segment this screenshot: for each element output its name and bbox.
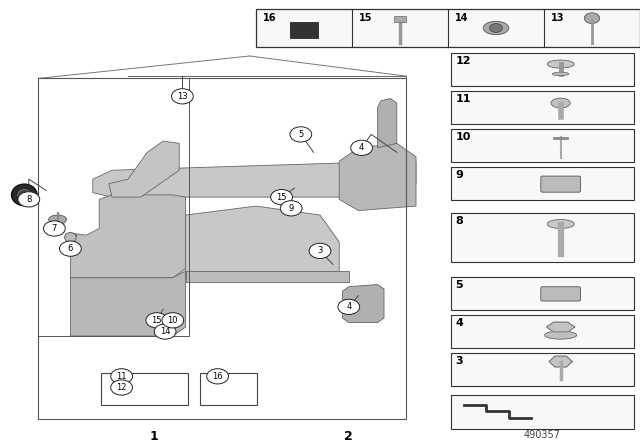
Bar: [451, 129, 634, 162]
Bar: [200, 373, 257, 405]
FancyBboxPatch shape: [541, 287, 580, 301]
FancyBboxPatch shape: [541, 176, 580, 192]
Text: 13: 13: [551, 13, 564, 22]
Text: 16: 16: [212, 372, 223, 381]
Text: 5: 5: [298, 130, 303, 139]
Circle shape: [60, 241, 81, 256]
Ellipse shape: [49, 215, 67, 224]
Bar: [290, 22, 318, 38]
Bar: [451, 396, 634, 429]
Circle shape: [162, 313, 184, 328]
Ellipse shape: [545, 331, 577, 339]
Polygon shape: [186, 271, 349, 282]
Text: 16: 16: [263, 13, 276, 22]
Bar: [38, 78, 406, 419]
Text: 14: 14: [455, 13, 468, 22]
Ellipse shape: [12, 184, 37, 206]
Bar: [451, 90, 634, 124]
Ellipse shape: [551, 98, 570, 108]
Text: 9: 9: [456, 171, 463, 181]
Text: 3: 3: [317, 246, 323, 255]
Bar: [6, 13, 448, 435]
Bar: [394, 16, 406, 22]
Circle shape: [207, 369, 228, 384]
Polygon shape: [93, 161, 416, 197]
Bar: [451, 314, 634, 349]
Bar: [451, 353, 634, 386]
Polygon shape: [70, 195, 186, 278]
Circle shape: [44, 221, 65, 236]
Ellipse shape: [65, 233, 76, 242]
Polygon shape: [378, 99, 397, 148]
Text: 11: 11: [116, 372, 127, 381]
Circle shape: [18, 192, 40, 207]
Text: 5: 5: [456, 280, 463, 290]
Polygon shape: [70, 271, 186, 336]
Circle shape: [111, 369, 132, 384]
Bar: [451, 53, 634, 86]
Text: 8: 8: [26, 195, 31, 204]
Text: 9: 9: [289, 204, 294, 213]
Text: 4: 4: [456, 318, 463, 328]
Circle shape: [280, 201, 302, 216]
Text: 12: 12: [456, 56, 471, 66]
Ellipse shape: [547, 60, 574, 68]
Ellipse shape: [547, 220, 574, 228]
Polygon shape: [186, 206, 339, 278]
Circle shape: [146, 313, 168, 328]
Text: 14: 14: [160, 327, 170, 336]
Bar: [38, 78, 189, 336]
Text: 13: 13: [177, 92, 188, 101]
Circle shape: [338, 299, 360, 314]
Circle shape: [111, 380, 132, 395]
Text: 4: 4: [359, 143, 364, 152]
Bar: [451, 213, 634, 262]
Bar: [101, 373, 188, 405]
Text: 4: 4: [346, 302, 351, 311]
Text: 490357: 490357: [524, 431, 561, 440]
Text: 3: 3: [456, 357, 463, 366]
Polygon shape: [339, 143, 416, 211]
Bar: [451, 167, 634, 200]
Bar: [256, 9, 640, 47]
Text: 1: 1: [149, 430, 158, 444]
Circle shape: [309, 243, 331, 258]
Circle shape: [351, 140, 372, 155]
Circle shape: [271, 190, 292, 205]
Ellipse shape: [552, 72, 569, 76]
Circle shape: [154, 324, 176, 339]
Bar: [451, 276, 634, 310]
Text: 2: 2: [344, 430, 353, 444]
Text: 8: 8: [456, 216, 463, 226]
Text: 15: 15: [152, 316, 162, 325]
Text: 15: 15: [276, 193, 287, 202]
Polygon shape: [342, 284, 384, 323]
Circle shape: [290, 127, 312, 142]
Polygon shape: [109, 141, 179, 197]
Circle shape: [490, 23, 502, 33]
Text: 11: 11: [456, 95, 471, 104]
Text: 12: 12: [116, 383, 127, 392]
Text: 10: 10: [456, 133, 471, 142]
Polygon shape: [549, 356, 572, 367]
Circle shape: [584, 13, 600, 23]
Ellipse shape: [18, 190, 31, 200]
Text: 15: 15: [359, 13, 372, 22]
Text: 6: 6: [68, 244, 73, 253]
Circle shape: [172, 89, 193, 104]
Text: 10: 10: [168, 316, 178, 325]
Polygon shape: [547, 322, 575, 332]
Ellipse shape: [483, 21, 509, 35]
Text: 7: 7: [52, 224, 57, 233]
